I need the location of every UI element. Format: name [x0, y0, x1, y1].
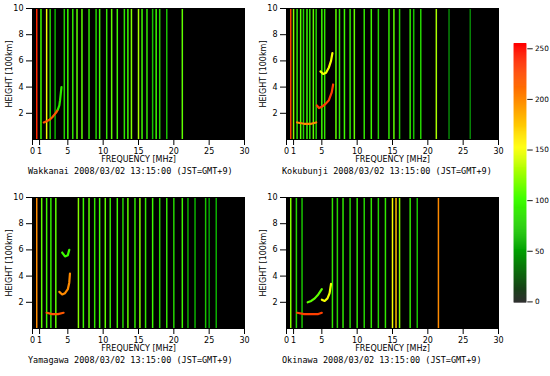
svg-text:FREQUENCY [MHz]: FREQUENCY [MHz] [101, 344, 176, 353]
svg-text:8: 8 [272, 30, 277, 39]
svg-text:15: 15 [387, 147, 398, 157]
svg-text:4: 4 [272, 83, 277, 92]
svg-text:10: 10 [267, 4, 277, 13]
svg-text:30: 30 [493, 336, 503, 345]
svg-text:20: 20 [168, 336, 179, 346]
svg-text:6: 6 [272, 56, 277, 65]
svg-text:25: 25 [204, 336, 214, 345]
svg-text:HEIGHT [100km]: HEIGHT [100km] [5, 229, 14, 296]
svg-text:1: 1 [291, 147, 296, 156]
svg-text:HEIGHT [100km]: HEIGHT [100km] [259, 40, 268, 107]
svg-text:4: 4 [18, 272, 23, 281]
svg-text:1: 1 [37, 336, 42, 345]
svg-text:0: 0 [284, 336, 289, 345]
svg-text:FREQUENCY [MHz]: FREQUENCY [MHz] [355, 155, 430, 164]
svg-text:1: 1 [291, 336, 296, 345]
svg-text:8: 8 [18, 219, 23, 228]
svg-text:20: 20 [422, 336, 433, 346]
svg-text:HEIGHT [100km]: HEIGHT [100km] [259, 229, 268, 296]
svg-text:15: 15 [387, 336, 398, 346]
svg-text:1: 1 [37, 147, 42, 156]
svg-text:5: 5 [319, 336, 324, 345]
svg-text:6: 6 [272, 245, 277, 254]
svg-text:HEIGHT [100km]: HEIGHT [100km] [5, 40, 14, 107]
html-text:Okinawa 2008/03/02 13:15:00 (J: Okinawa 2008/03/02 13:15:00 (JST=GMT+9) [282, 355, 482, 365]
svg-text:200: 200 [535, 95, 549, 104]
svg-text:FREQUENCY [MHz]: FREQUENCY [MHz] [355, 344, 430, 353]
svg-text:2: 2 [18, 109, 23, 118]
svg-text:4: 4 [272, 272, 277, 281]
svg-text:5: 5 [65, 147, 70, 156]
html-text:Yamagawa 2008/03/02 13:15:00 (: Yamagawa 2008/03/02 13:15:00 (JST=GMT+9) [28, 355, 233, 365]
svg-text:4: 4 [18, 83, 23, 92]
svg-text:0: 0 [535, 297, 540, 306]
svg-text:6: 6 [18, 245, 23, 254]
svg-text:5: 5 [65, 336, 70, 345]
svg-text:10: 10 [13, 193, 23, 202]
svg-text:10: 10 [13, 4, 23, 13]
svg-text:20: 20 [168, 147, 179, 157]
svg-text:25: 25 [204, 147, 214, 156]
svg-text:2: 2 [272, 298, 277, 307]
svg-text:150: 150 [535, 145, 549, 154]
svg-text:15: 15 [133, 147, 144, 157]
svg-text:50: 50 [535, 247, 545, 256]
svg-text:10: 10 [98, 147, 109, 157]
svg-text:250: 250 [535, 44, 549, 53]
svg-text:10: 10 [352, 336, 363, 346]
svg-text:10: 10 [267, 193, 277, 202]
svg-text:25: 25 [458, 336, 468, 345]
svg-text:30: 30 [239, 147, 249, 156]
svg-text:15: 15 [133, 336, 144, 346]
svg-text:8: 8 [272, 219, 277, 228]
svg-text:10: 10 [352, 147, 363, 157]
html-text:Kokubunji 2008/03/02 13:15:00: Kokubunji 2008/03/02 13:15:00 (JST=GMT+9… [282, 166, 492, 176]
svg-text:20: 20 [422, 147, 433, 157]
svg-text:8: 8 [18, 30, 23, 39]
svg-text:5: 5 [319, 147, 324, 156]
svg-text:100: 100 [535, 196, 549, 205]
svg-text:25: 25 [458, 147, 468, 156]
svg-text:0: 0 [30, 147, 35, 156]
svg-text:30: 30 [239, 336, 249, 345]
svg-text:6: 6 [18, 56, 23, 65]
svg-text:0: 0 [284, 147, 289, 156]
html-text:Wakkanai 2008/03/02 13:15:00 (: Wakkanai 2008/03/02 13:15:00 (JST=GMT+9) [28, 166, 233, 176]
svg-text:0: 0 [30, 336, 35, 345]
svg-text:30: 30 [493, 147, 503, 156]
svg-text:2: 2 [272, 109, 277, 118]
svg-text:2: 2 [18, 298, 23, 307]
svg-text:10: 10 [98, 336, 109, 346]
svg-text:FREQUENCY [MHz]: FREQUENCY [MHz] [101, 155, 176, 164]
